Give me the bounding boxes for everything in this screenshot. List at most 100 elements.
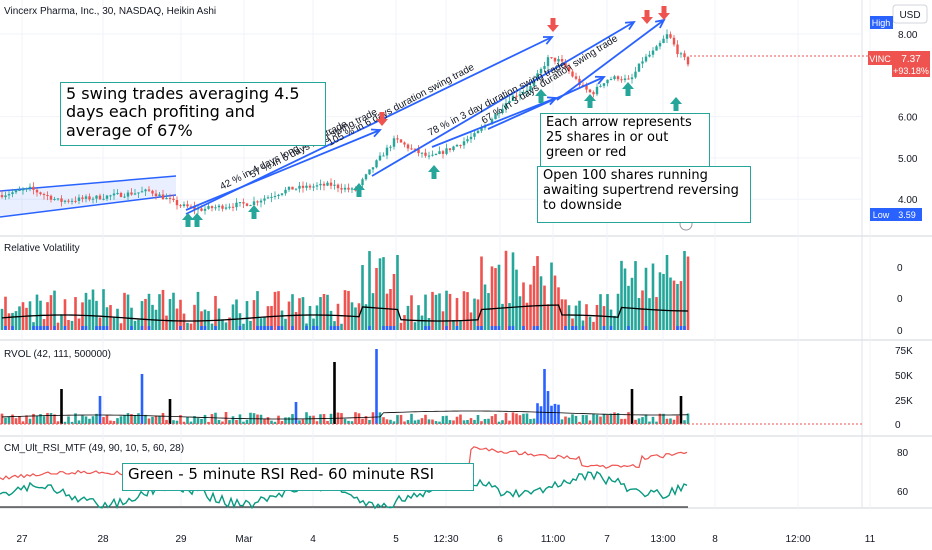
candle-body [403, 142, 406, 145]
rvol-bar [361, 418, 364, 424]
volatility-bar [683, 250, 686, 330]
rvol-bar [28, 418, 32, 424]
rvol-bar [452, 420, 455, 424]
volatility-bar-blue [602, 326, 606, 330]
volatility-bar [399, 322, 403, 330]
buy-marker-icon [182, 213, 194, 227]
volatility-bar [364, 304, 368, 330]
volatility-bar-blue [263, 326, 266, 330]
candle-body [448, 148, 452, 151]
rvol-bar [221, 421, 224, 424]
volatility-bar [105, 307, 109, 330]
candle-body [438, 151, 441, 154]
volatility-bar [280, 310, 284, 330]
candle-body [466, 139, 469, 142]
candle-body [347, 187, 350, 190]
rvol-bar [536, 403, 539, 424]
candle-body [543, 66, 546, 69]
rvol-bar [648, 421, 651, 424]
volatility-bar-blue [200, 326, 203, 330]
rvol-bar [186, 417, 189, 424]
candle-body [644, 56, 648, 62]
volatility-bar [11, 312, 14, 330]
candle-body [263, 198, 266, 201]
volatility-bar-blue [490, 326, 494, 330]
trend-arrow-head [624, 20, 636, 30]
candle-body [322, 183, 326, 186]
volatility-bar [665, 254, 669, 330]
open-position-note: Open 100 shares running awaiting supertr… [537, 166, 751, 223]
rvol-bar [14, 418, 18, 424]
rvol-bar [574, 415, 578, 424]
candle-body [298, 185, 301, 189]
volatility-bar [343, 290, 347, 330]
buy-marker-icon [670, 97, 682, 111]
candle-body [137, 192, 140, 194]
candle-body [546, 57, 550, 67]
trend-arrow-line [556, 19, 665, 101]
rvol-bar [284, 417, 287, 424]
rvol-bar [35, 415, 39, 424]
rvol-bar [560, 419, 564, 424]
volatility-bar [585, 304, 588, 330]
rvol-bar [508, 420, 511, 424]
candle-body [683, 53, 686, 58]
rvol-bar [609, 413, 613, 424]
candle-body [497, 112, 501, 114]
volatility-bar [217, 308, 221, 330]
rvol-bar [378, 412, 382, 424]
candle-body [588, 89, 592, 93]
volatility-bar [630, 277, 634, 330]
rvol-bar [459, 414, 462, 424]
candle-body [578, 78, 581, 85]
candle-body [651, 50, 655, 55]
candle-body [333, 184, 336, 186]
candle-body [550, 57, 553, 59]
rvol-bar [130, 414, 133, 424]
candle-body [161, 194, 165, 200]
volatility-pane [0, 250, 690, 330]
volatility-bar [91, 289, 95, 330]
candle-body [676, 44, 679, 55]
volatility-bar-blue [11, 326, 14, 330]
candle-body [319, 183, 322, 186]
rvol-bar [179, 415, 182, 424]
volatility-bar-blue [564, 326, 567, 330]
candle-body [235, 202, 238, 208]
volatility-bar [434, 294, 438, 330]
volatility-bar [214, 295, 217, 330]
rvol-bar [627, 412, 630, 424]
volatility-bar [70, 320, 74, 330]
rvol-bar [340, 413, 343, 424]
rvol-bar [613, 412, 616, 424]
volatility-bar [511, 252, 515, 330]
candle-body [557, 59, 560, 62]
rvol-bar [301, 419, 305, 424]
volatility-bar [413, 322, 417, 330]
volatility-bar [266, 306, 270, 330]
volatility-bar [644, 267, 648, 330]
candle-body [67, 200, 70, 202]
volatility-bar [144, 298, 147, 330]
candle-body [686, 57, 690, 65]
rvol-bar [88, 418, 91, 424]
volatility-bar [651, 263, 655, 330]
candle-body [105, 195, 109, 199]
low-value-label: 3.59 [898, 210, 916, 220]
candle-body [277, 194, 280, 197]
rvol-bar [235, 419, 238, 424]
rvol-bar [567, 417, 571, 424]
rvol-bar [672, 419, 676, 424]
candle-body [193, 206, 196, 210]
volatility-bar-blue [511, 326, 515, 330]
rvol-bar [116, 418, 119, 424]
candle-body [343, 187, 347, 190]
candle-body [221, 205, 224, 209]
candle-body [564, 61, 567, 68]
volatility-bar [504, 250, 508, 330]
buy-marker-icon [622, 82, 634, 96]
volatility-bar [298, 298, 301, 330]
rsi-title: CM_Ult_RSI_MTF (49, 90, 10, 5, 60, 28) [4, 443, 184, 454]
candle-body [606, 79, 609, 84]
volatility-bar [137, 319, 140, 330]
